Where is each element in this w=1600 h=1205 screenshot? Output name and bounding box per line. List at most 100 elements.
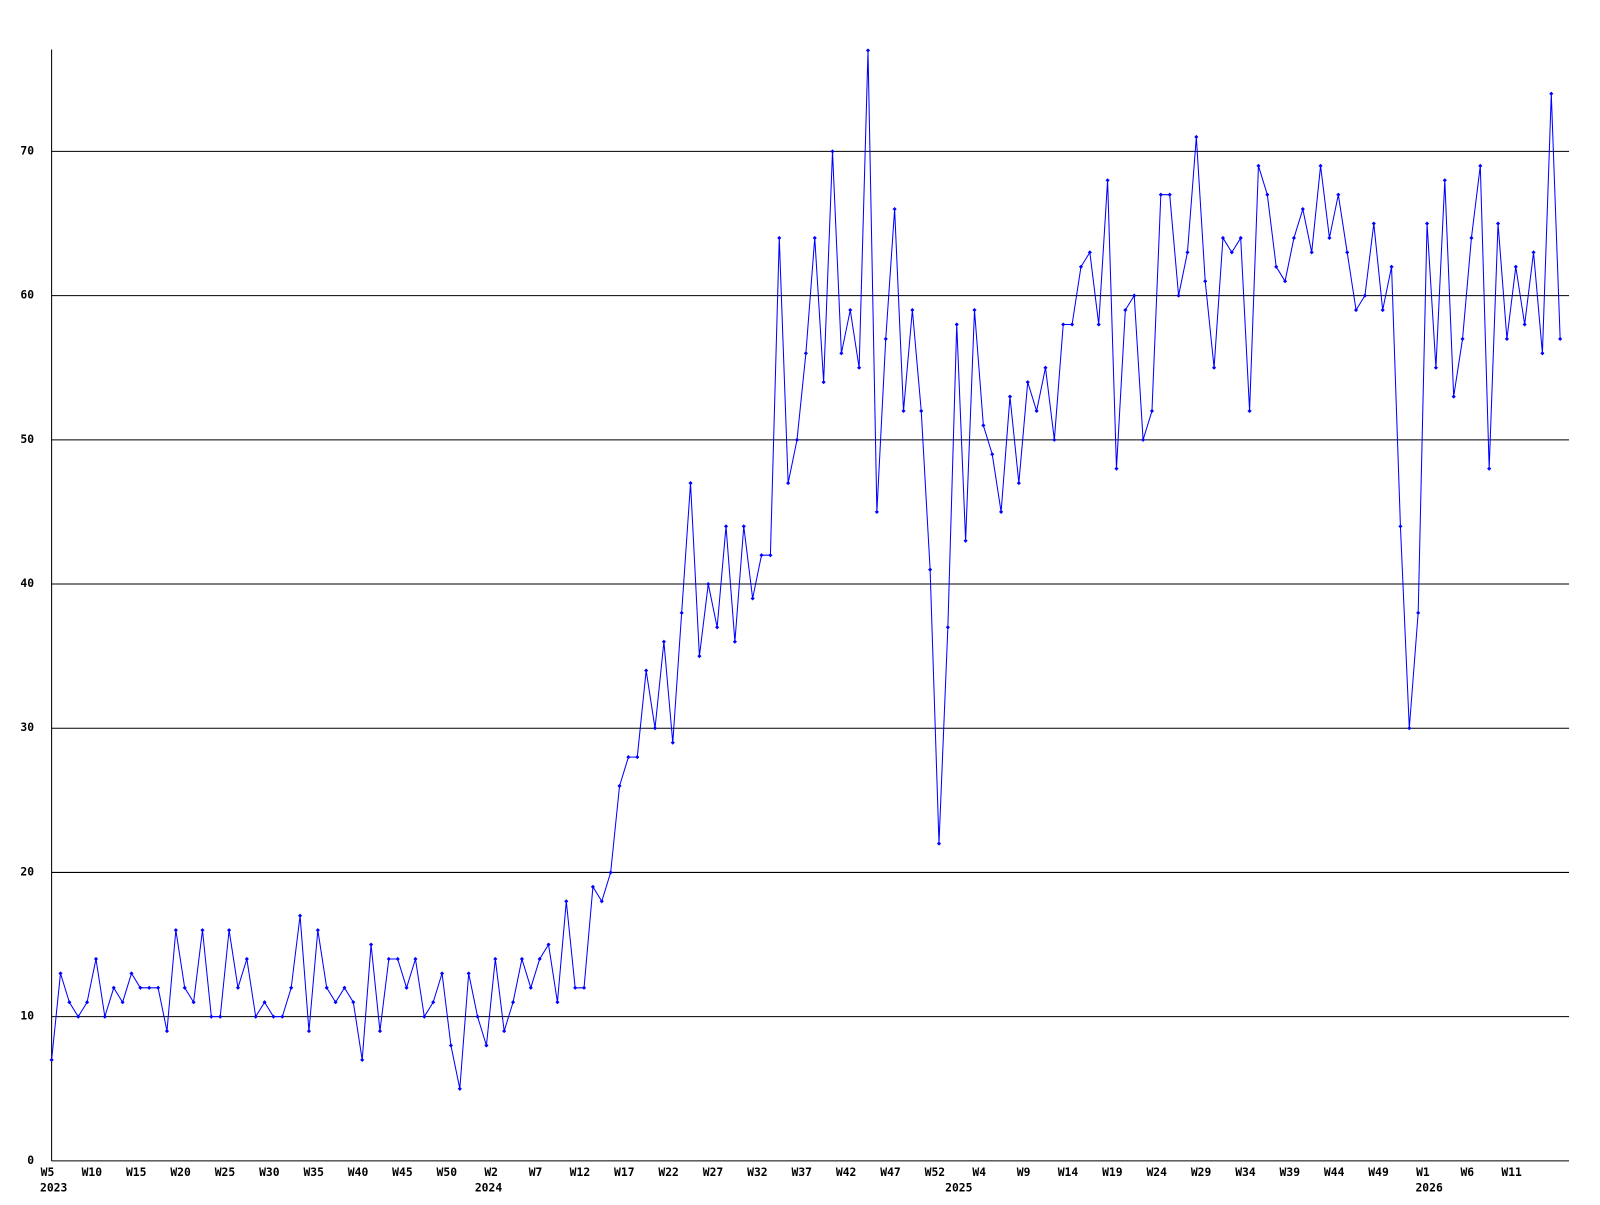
data-point: [688, 481, 693, 486]
x-tick-label: W15: [126, 1165, 147, 1179]
data-point: [892, 207, 897, 212]
data-point: [803, 351, 808, 356]
x-tick-label: W47: [880, 1165, 900, 1179]
data-point: [617, 783, 622, 788]
data-point: [510, 1000, 516, 1005]
data-point: [475, 1014, 480, 1019]
data-point: [173, 928, 178, 933]
data-point: [1291, 235, 1297, 240]
data-point: [271, 1014, 276, 1019]
x-tick-label: W5: [41, 1165, 55, 1179]
data-point: [306, 1029, 312, 1034]
data-point: [768, 553, 773, 558]
data-point: [990, 452, 995, 457]
x-tick-label: W37: [792, 1165, 812, 1179]
data-point: [1203, 279, 1208, 284]
data-point: [741, 524, 746, 529]
data-point: [786, 481, 791, 486]
data-point: [1220, 235, 1226, 240]
data-point: [981, 423, 986, 428]
x-tick-label: W32: [747, 1165, 767, 1179]
data-point: [723, 524, 729, 529]
data-point: [315, 928, 320, 933]
data-point: [555, 1000, 560, 1005]
x-tick-label: W35: [303, 1165, 324, 1179]
x-tick-label: W49: [1368, 1165, 1389, 1179]
y-tick-label: 0: [27, 1153, 34, 1167]
data-point: [1487, 466, 1492, 471]
data-point: [954, 322, 959, 327]
data-point: [706, 581, 711, 587]
data-point: [812, 235, 817, 240]
data-point: [972, 307, 977, 313]
data-point: [697, 654, 702, 659]
data-point: [1247, 408, 1252, 414]
data-point: [608, 870, 613, 875]
x-tick-label: W12: [570, 1165, 590, 1179]
data-point: [439, 971, 445, 976]
x-tick-label: W2: [484, 1165, 498, 1179]
data-point: [901, 408, 906, 414]
x-tick-label: W50: [437, 1165, 458, 1179]
x-year-label: 2024: [475, 1181, 502, 1195]
data-point: [1052, 437, 1057, 442]
data-point: [147, 985, 152, 990]
data-point: [369, 942, 374, 947]
data-point: [1070, 322, 1075, 327]
data-point: [1442, 178, 1447, 183]
data-point: [528, 985, 533, 990]
data-point: [830, 149, 835, 154]
data-point: [1460, 336, 1465, 341]
data-point: [377, 1029, 383, 1034]
data-point: [457, 1086, 462, 1091]
x-tick-label: W42: [836, 1165, 856, 1179]
data-point: [652, 726, 658, 731]
x-tick-label: W20: [170, 1165, 191, 1179]
data-point: [1558, 336, 1563, 341]
data-point: [1353, 307, 1359, 313]
data-point: [794, 437, 800, 442]
data-point: [111, 985, 116, 990]
data-point: [493, 956, 498, 962]
data-point: [1380, 307, 1385, 313]
x-tick-label: W19: [1102, 1165, 1123, 1179]
data-point: [218, 1014, 223, 1019]
data-point: [1371, 221, 1376, 226]
data-point: [1345, 250, 1350, 255]
data-point: [422, 1014, 427, 1019]
data-point: [395, 956, 400, 962]
data-point: [679, 610, 684, 615]
x-tick-label: W11: [1501, 1165, 1522, 1179]
x-tick-label: W14: [1058, 1165, 1079, 1179]
x-tick-label: W7: [529, 1165, 543, 1179]
data-point: [1114, 466, 1119, 471]
data-point: [448, 1043, 453, 1048]
x-year-label: 2023: [40, 1181, 67, 1195]
data-point: [404, 985, 409, 990]
data-point: [280, 1014, 285, 1019]
data-point: [49, 1057, 54, 1062]
data-point: [1318, 163, 1323, 168]
data-point: [342, 985, 347, 990]
data-point: [200, 928, 205, 933]
data-point: [644, 668, 649, 673]
y-tick-label: 50: [20, 432, 34, 446]
data-point: [635, 755, 640, 760]
x-tick-label: W34: [1235, 1165, 1256, 1179]
data-point: [1416, 610, 1421, 615]
data-point: [1105, 178, 1110, 183]
data-point: [253, 1014, 258, 1019]
data-point: [1167, 192, 1172, 197]
data-point: [1016, 481, 1021, 486]
data-point: [670, 740, 675, 745]
x-tick-label: W30: [259, 1165, 280, 1179]
data-point: [1522, 322, 1527, 327]
data-point: [1549, 91, 1554, 96]
data-point: [1185, 250, 1190, 255]
data-point: [1141, 437, 1146, 442]
x-tick-label: W52: [925, 1165, 945, 1179]
x-tick-label: W1: [1416, 1165, 1430, 1179]
data-point: [1407, 726, 1412, 731]
x-tick-label: W4: [972, 1165, 986, 1179]
